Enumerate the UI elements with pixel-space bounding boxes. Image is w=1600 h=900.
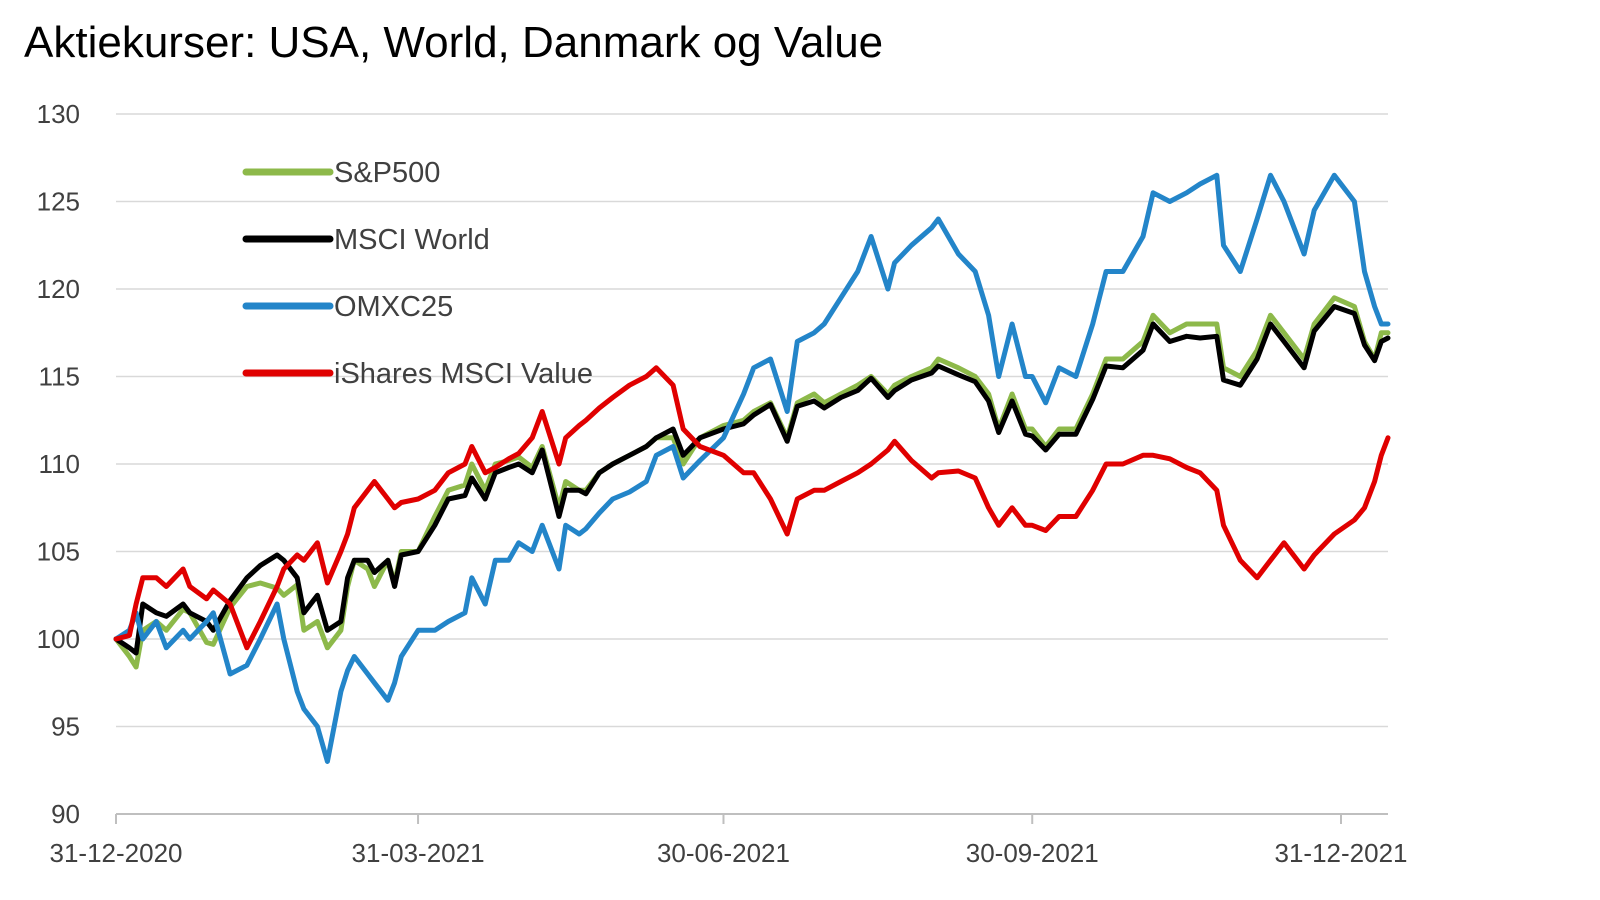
legend-label: OMXC25 (334, 291, 453, 323)
series-line-3 (113, 172, 1391, 764)
x-tick-label: 31-12-2020 (50, 838, 183, 868)
series-line-4 (113, 365, 1391, 651)
y-tick-label: 115 (39, 362, 80, 392)
x-tick-label: 31-03-2021 (352, 838, 485, 868)
x-axis: 31-12-2020 31-03-2021 30-06-2021 30-09-2021… (50, 813, 1408, 868)
x-tick-label: 31-12-2021 (1275, 838, 1408, 868)
y-tick-label: 120 (37, 274, 80, 304)
series-group (113, 172, 1391, 764)
y-axis: 90 95 100 105 110 115 120 125 130 (37, 99, 80, 829)
y-tick-label: 90 (51, 799, 80, 829)
chart-title: Aktiekurser: USA, World, Danmark og Valu… (24, 18, 884, 67)
legend-label: MSCI World (334, 224, 490, 256)
legend-label: iShares MSCI Value (334, 358, 593, 390)
y-tick-label: 125 (37, 187, 80, 217)
y-tick-label: 110 (39, 449, 80, 479)
legend: S&P500 MSCI World OMXC25 iShares MSCI Value (242, 157, 593, 390)
y-tick-label: 105 (37, 537, 80, 567)
x-tick-label: 30-06-2021 (657, 838, 790, 868)
series-line-2 (113, 304, 1391, 656)
y-tick-label: 100 (37, 624, 80, 654)
y-tick-label: 95 (51, 712, 80, 742)
y-tick-label: 130 (37, 99, 80, 129)
series-line-1 (113, 295, 1391, 670)
legend-label: S&P500 (334, 157, 440, 189)
gridlines (116, 113, 1388, 728)
x-tick-label: 30-09-2021 (966, 838, 1099, 868)
